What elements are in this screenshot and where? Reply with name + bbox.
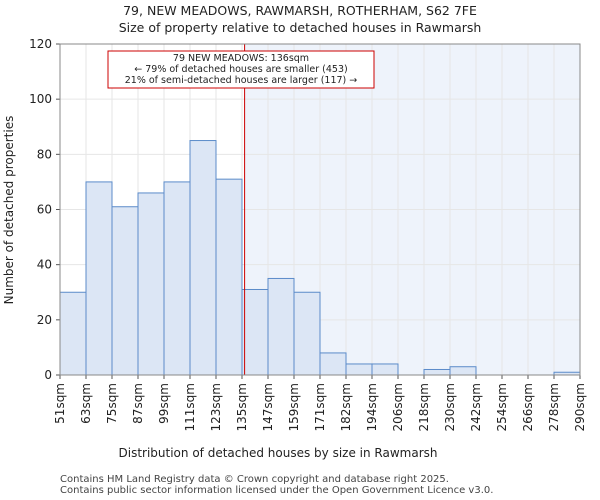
x-tick-label: 182sqm [339, 383, 353, 431]
annotation-frame [107, 50, 375, 89]
x-tick-label: 123sqm [209, 383, 223, 431]
y-axis-label: Number of detached properties [2, 116, 16, 305]
x-axis-label: Distribution of detached houses by size … [119, 446, 438, 460]
x-tick-label: 63sqm [79, 383, 93, 424]
chart-subtitle: Size of property relative to detached ho… [118, 20, 482, 35]
bar [449, 366, 477, 376]
x-tick-label: 218sqm [417, 383, 431, 431]
x-tick-label: 51sqm [53, 383, 67, 424]
x-tick-label: 206sqm [391, 383, 405, 431]
x-tick-label: 230sqm [443, 383, 457, 431]
bar [85, 181, 113, 376]
bar [111, 206, 139, 376]
x-tick-label: 159sqm [287, 383, 301, 431]
x-tick-label: 290sqm [573, 383, 587, 431]
x-tick-label: 266sqm [521, 383, 535, 431]
bar [319, 352, 347, 376]
y-tick-label: 0 [44, 368, 52, 382]
bar [189, 140, 217, 376]
x-tick-label: 254sqm [495, 383, 509, 431]
x-tick-label: 242sqm [469, 383, 483, 431]
bar [371, 363, 399, 376]
y-tick-label: 60 [37, 203, 52, 217]
plot-frame [59, 43, 581, 376]
y-tick-label: 20 [37, 313, 52, 327]
y-tick-label: 80 [37, 147, 52, 161]
bar [423, 368, 451, 376]
x-tick-label: 99sqm [157, 383, 171, 424]
bar [241, 288, 269, 376]
x-tick-label: 111sqm [183, 383, 197, 431]
bar [345, 363, 373, 376]
x-tick-label: 194sqm [365, 383, 379, 431]
x-tick-label: 87sqm [131, 383, 145, 424]
bar [293, 291, 321, 376]
x-tick-label: 278sqm [547, 383, 561, 431]
bar [59, 291, 87, 376]
x-tick-label: 147sqm [261, 383, 275, 431]
y-axis-ticks: 0 20 40 60 80 100 120 [29, 37, 60, 382]
annotation-line1: 79 NEW MEADOWS: 136sqm [173, 53, 309, 64]
bar [137, 192, 165, 376]
y-tick-label: 100 [29, 92, 52, 106]
x-tick-label: 135sqm [235, 383, 249, 431]
y-tick-label: 120 [29, 37, 52, 51]
bar [267, 277, 295, 376]
bar [215, 178, 243, 376]
annotation-line3: 21% of semi-detached houses are larger (… [125, 75, 358, 86]
chart-title: 79, NEW MEADOWS, RAWMARSH, ROTHERHAM, S6… [123, 3, 477, 18]
x-tick-label: 75sqm [105, 383, 119, 424]
x-axis-ticks: 51sqm 63sqm 75sqm 87sqm 99sqm 111sqm 123sqm 135… [53, 375, 587, 431]
y-tick-label: 40 [37, 258, 52, 272]
annotation-box: 79 NEW MEADOWS: 136sqm ← 79% of detached… [107, 50, 375, 89]
x-tick-label: 171sqm [313, 383, 327, 431]
annotation-line2: ← 79% of detached houses are smaller (45… [134, 64, 347, 75]
bar [163, 181, 191, 376]
footer-line2: Contains public sector information licen… [60, 485, 494, 496]
footer-line1: Contains HM Land Registry data © Crown c… [60, 474, 449, 485]
